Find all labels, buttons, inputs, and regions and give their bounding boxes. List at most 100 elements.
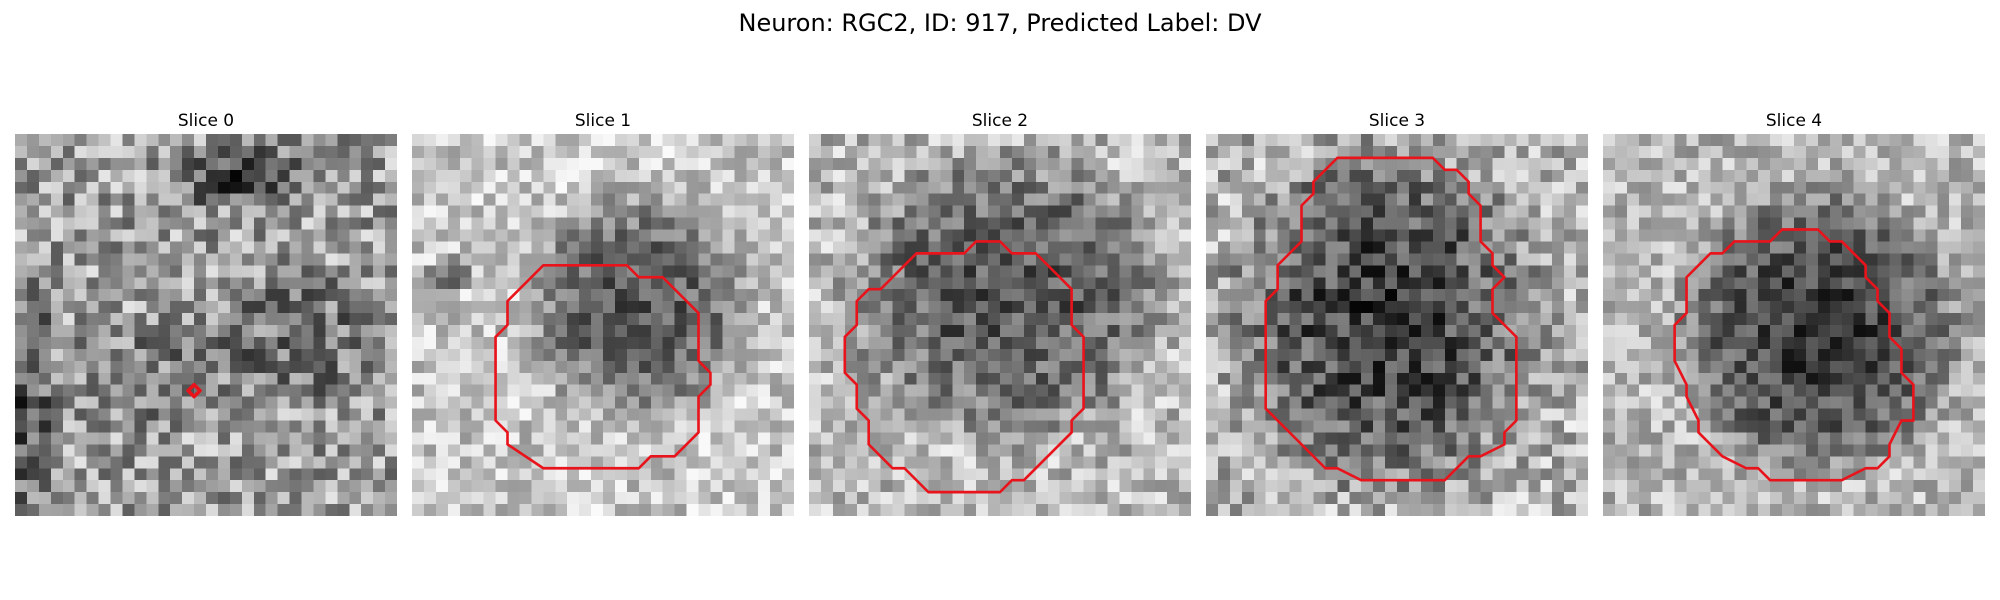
pixel xyxy=(1011,313,1025,326)
pixel xyxy=(1420,157,1434,171)
pixel xyxy=(313,396,326,409)
pixel xyxy=(650,241,663,254)
pixel xyxy=(146,289,159,302)
pixel xyxy=(1901,181,1914,194)
pixel xyxy=(277,456,290,469)
pixel xyxy=(495,396,508,409)
pixel xyxy=(1949,169,1962,182)
pixel xyxy=(928,193,941,206)
pixel xyxy=(1877,253,1890,266)
pixel xyxy=(1385,325,1398,338)
pixel xyxy=(1817,360,1831,373)
pixel xyxy=(1468,325,1481,338)
pixel xyxy=(146,348,159,362)
pixel xyxy=(86,157,99,171)
pixel xyxy=(265,265,278,278)
pixel xyxy=(134,205,147,218)
pixel xyxy=(856,301,869,314)
pixel xyxy=(289,265,302,278)
pixel xyxy=(591,396,604,409)
pixel xyxy=(1686,205,1699,218)
pixel xyxy=(459,336,472,350)
pixel xyxy=(1949,384,1962,397)
pixel xyxy=(1071,229,1084,242)
pixel xyxy=(746,480,759,493)
pixel xyxy=(1095,181,1108,194)
pixel xyxy=(1516,241,1529,254)
pixel xyxy=(301,384,314,397)
pixel xyxy=(1047,157,1060,171)
pixel xyxy=(1420,432,1434,445)
pixel xyxy=(206,325,219,338)
pixel xyxy=(1853,372,1866,385)
pixel xyxy=(495,157,508,171)
pixel xyxy=(349,145,362,159)
pixel xyxy=(1901,301,1914,314)
pixel xyxy=(1710,229,1723,242)
pixel xyxy=(1626,205,1640,218)
pixel xyxy=(122,384,135,397)
pixel xyxy=(86,181,99,194)
pixel xyxy=(1686,134,1699,147)
pixel xyxy=(1119,205,1132,218)
pixel xyxy=(1614,205,1628,218)
pixel xyxy=(146,313,159,326)
pixel xyxy=(1817,372,1831,385)
pixel xyxy=(988,408,1001,421)
pixel xyxy=(1480,492,1493,505)
pixel xyxy=(1698,325,1711,338)
pixel xyxy=(253,253,266,266)
pixel xyxy=(964,229,977,242)
pixel xyxy=(289,134,302,147)
pixel xyxy=(1480,301,1493,314)
pixel xyxy=(952,313,965,326)
pixel xyxy=(349,396,362,409)
pixel xyxy=(435,169,449,182)
pixel xyxy=(916,360,929,373)
pixel xyxy=(1131,492,1144,505)
pixel xyxy=(1638,336,1651,350)
pixel xyxy=(722,277,735,290)
pixel xyxy=(1925,277,1938,290)
pixel xyxy=(1313,384,1326,397)
pixel xyxy=(1782,289,1795,302)
pixel xyxy=(325,456,338,469)
pixel xyxy=(325,241,338,254)
pixel xyxy=(1325,408,1338,421)
pixel xyxy=(1265,325,1278,338)
pixel xyxy=(1035,444,1048,457)
pixel xyxy=(241,134,254,147)
pixel xyxy=(1155,468,1168,481)
pixel xyxy=(1626,336,1640,350)
pixel xyxy=(1468,444,1481,457)
pixel xyxy=(603,253,616,266)
pixel xyxy=(86,217,99,230)
pixel xyxy=(782,241,794,254)
pixel xyxy=(459,504,472,516)
pixel xyxy=(50,277,63,290)
pixel xyxy=(1576,301,1588,314)
pixel xyxy=(1698,301,1711,314)
pixel xyxy=(1540,277,1553,290)
pixel xyxy=(495,277,508,290)
pixel xyxy=(892,360,905,373)
pixel xyxy=(1710,372,1723,385)
pixel xyxy=(265,134,278,147)
pixel xyxy=(1361,301,1374,314)
pixel xyxy=(1155,157,1168,171)
pixel xyxy=(206,444,219,457)
pixel xyxy=(1877,157,1890,171)
pixel xyxy=(1229,193,1243,206)
pixel xyxy=(1229,384,1243,397)
pixel xyxy=(265,468,278,481)
pixel xyxy=(337,408,350,421)
pixel xyxy=(1901,145,1914,159)
pixel xyxy=(1770,134,1783,147)
pixel xyxy=(519,480,532,493)
pixel xyxy=(373,360,386,373)
pixel xyxy=(722,408,735,421)
pixel xyxy=(349,277,362,290)
pixel xyxy=(1603,384,1616,397)
pixel xyxy=(1925,289,1938,302)
pixel xyxy=(519,468,532,481)
